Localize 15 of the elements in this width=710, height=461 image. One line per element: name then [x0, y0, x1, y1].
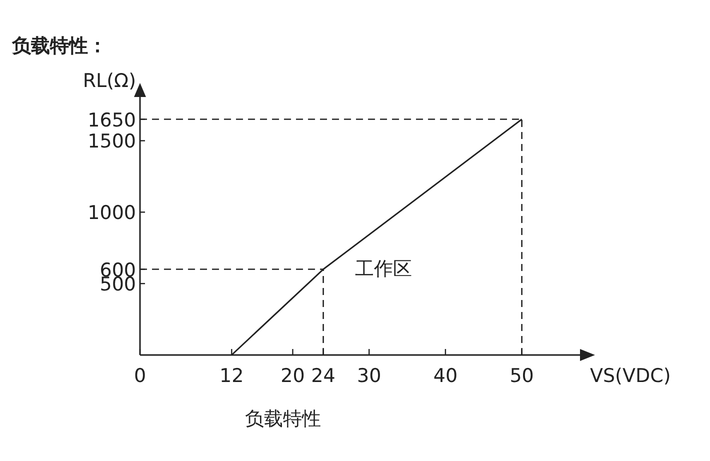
x-axis-title: VS(VDC): [590, 365, 671, 387]
x-tick-label: 50: [510, 365, 534, 387]
y-tick-label: 1500: [88, 130, 136, 153]
x-tick-label: 24: [311, 365, 336, 387]
x-tick-label: 0: [134, 365, 146, 387]
y-tick-label: 1650: [88, 109, 136, 132]
x-tick-label: 12: [220, 365, 244, 387]
x-tick-label: 30: [356, 365, 382, 387]
annotation: 工作区: [355, 258, 412, 280]
text: 负载特性: [244, 408, 321, 430]
y-tick-label: 1000: [88, 202, 136, 224]
y-axis-title: RL(Ω): [82, 70, 136, 92]
x-tick-label: 40: [433, 365, 458, 387]
x-tick-label: 20: [280, 365, 305, 387]
chart-title: 负载特性：: [11, 35, 107, 57]
